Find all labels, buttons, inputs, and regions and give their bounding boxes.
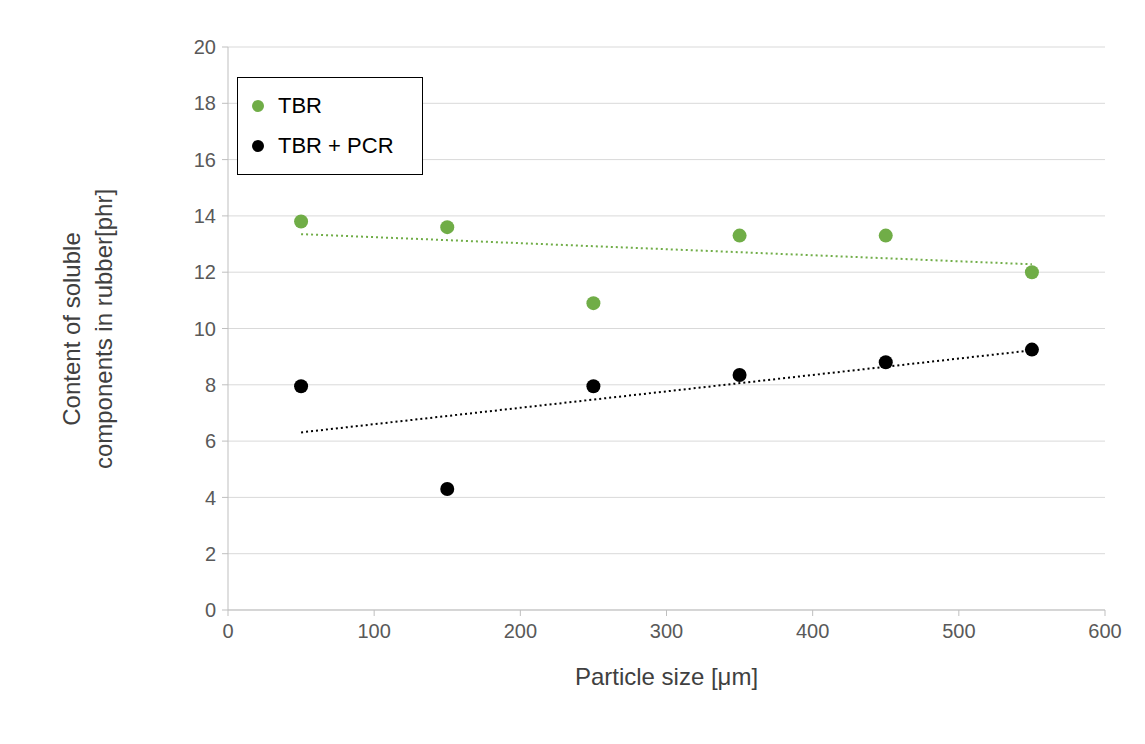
html-text:TBR + PCR: TBR + PCR <box>278 133 394 158</box>
svg-text:12: 12 <box>194 261 216 283</box>
svg-text:100: 100 <box>357 620 390 642</box>
svg-text:600: 600 <box>1088 620 1121 642</box>
svg-text:10: 10 <box>194 318 216 340</box>
svg-text:0: 0 <box>222 620 233 642</box>
svg-text:6: 6 <box>205 430 216 452</box>
svg-text:4: 4 <box>205 487 216 509</box>
svg-text:14: 14 <box>194 205 216 227</box>
svg-text:0: 0 <box>205 599 216 621</box>
svg-text:300: 300 <box>650 620 683 642</box>
svg-text:8: 8 <box>205 374 216 396</box>
svg-text:400: 400 <box>796 620 829 642</box>
svg-text:18: 18 <box>194 92 216 114</box>
svg-text:500: 500 <box>942 620 975 642</box>
svg-text:20: 20 <box>194 36 216 58</box>
html-text:components in rubber[phr]: components in rubber[phr] <box>90 188 117 469</box>
svg-text:2: 2 <box>205 543 216 565</box>
html-text:TBR: TBR <box>278 93 322 118</box>
svg-text:16: 16 <box>194 149 216 171</box>
svg-text:200: 200 <box>504 620 537 642</box>
html-text:Particle size [μm]: Particle size [μm] <box>574 663 759 690</box>
html-text:Content of soluble: Content of soluble <box>58 231 85 426</box>
